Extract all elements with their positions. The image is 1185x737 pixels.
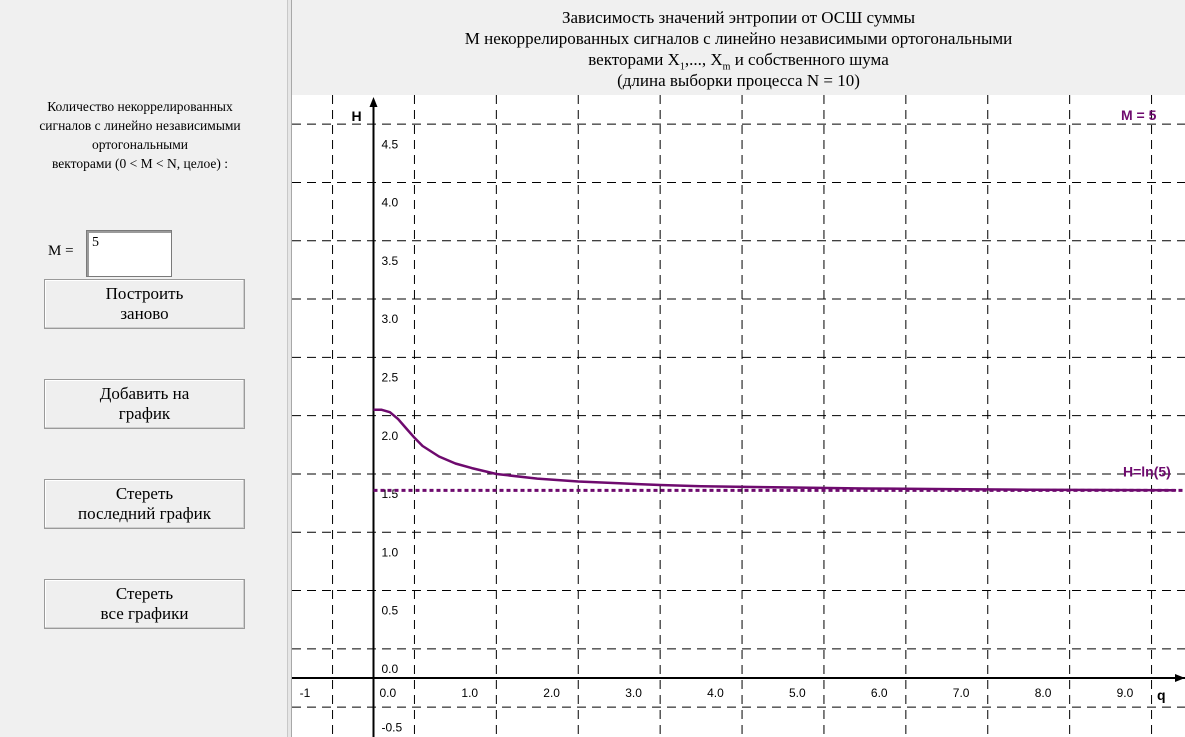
m-description-line: сигналов с линейно независимыми: [39, 118, 241, 133]
y-tick-label: -0.5: [382, 720, 403, 734]
grid-lines: [292, 95, 1185, 737]
x-tick-label: 8.0: [1035, 686, 1052, 700]
left-panel: Количество некоррелированных сигналов с л…: [0, 0, 287, 737]
tick-labels: -1 0.0 1.0 2.0 3.0 4.0 5.0 6.0 7.0 8.0 9.0 -0.5 0.0 0…: [300, 137, 1134, 734]
y-tick-label: 4.0: [382, 196, 399, 210]
x-tick-label: 6.0: [871, 686, 888, 700]
title-sub-1: 1: [679, 61, 685, 73]
x-tick-label: 3.0: [625, 686, 642, 700]
y-tick-label: 0.0: [382, 662, 399, 676]
entropy-chart[interactable]: -1 0.0 1.0 2.0 3.0 4.0 5.0 6.0 7.0 8.0 9.0 -0.5 0.0 0…: [292, 95, 1185, 737]
axes: [292, 97, 1185, 737]
panel-splitter[interactable]: [287, 0, 292, 737]
y-tick-label: 4.5: [382, 137, 399, 151]
erase-last-chart-button[interactable]: Стереть последний график: [44, 479, 245, 529]
title-line-3: векторами X1,..., Xm и собственного шума: [292, 49, 1185, 77]
m-description: Количество некоррелированных сигналов с л…: [6, 97, 274, 173]
y-tick-label: 1.0: [382, 545, 399, 559]
title-line-2: М некоррелированных сигналов с линейно н…: [464, 29, 1013, 48]
title-line-3-mid: ,..., X: [684, 50, 723, 69]
add-to-chart-button[interactable]: Добавить на график: [44, 379, 245, 429]
x-tick-label: 1.0: [461, 686, 478, 700]
x-tick-label: -1: [300, 686, 311, 700]
y-tick-label: 1.5: [382, 487, 399, 501]
series-label: M = 5: [1121, 107, 1157, 123]
plot-background: [292, 95, 1185, 737]
series-line: [373, 408, 1177, 492]
y-tick-label: 0.5: [382, 604, 399, 618]
y-tick-label: 2.5: [382, 371, 399, 385]
y-tick-label: 2.0: [382, 429, 399, 443]
erase-all-charts-button[interactable]: Стереть все графики: [44, 579, 245, 629]
series: [373, 408, 1177, 492]
rebuild-button[interactable]: Построить заново: [44, 279, 245, 329]
x-tick-label: 9.0: [1117, 686, 1134, 700]
m-description-line: Количество некоррелированных: [47, 99, 233, 114]
x-tick-label: 7.0: [953, 686, 970, 700]
m-input[interactable]: [86, 230, 172, 277]
title-line-4: (длина выборки процесса N = 10): [617, 71, 860, 90]
x-tick-label: 5.0: [789, 686, 806, 700]
x-tick-label: 0.0: [380, 686, 397, 700]
y-axis-arrow: [369, 97, 378, 107]
title-sub-m: m: [722, 61, 731, 73]
m-label: M =: [48, 243, 74, 259]
m-description-line: ортогональными: [91, 137, 189, 152]
x-axis-label: q: [1157, 687, 1166, 703]
y-axis-label: H: [352, 108, 362, 124]
x-tick-label: 4.0: [707, 686, 724, 700]
m-description-line: векторами (0 < M < N, целое) :: [52, 156, 228, 171]
title-line-3-suffix: и собственного шума: [730, 50, 889, 69]
chart-title: Зависимость значений энтропии от ОСШ сум…: [292, 0, 1185, 96]
title-line-1: Зависимость значений энтропии от ОСШ сум…: [561, 8, 916, 27]
x-tick-label: 2.0: [543, 686, 560, 700]
reference-lines: H=ln(5): [373, 463, 1185, 492]
x-axis-arrow: [1175, 674, 1185, 682]
reference-line-label: H=ln(5): [1123, 463, 1171, 479]
y-tick-label: 3.0: [382, 312, 399, 326]
y-tick-label: 3.5: [382, 254, 399, 268]
title-line-3-prefix: векторами X: [588, 50, 680, 69]
